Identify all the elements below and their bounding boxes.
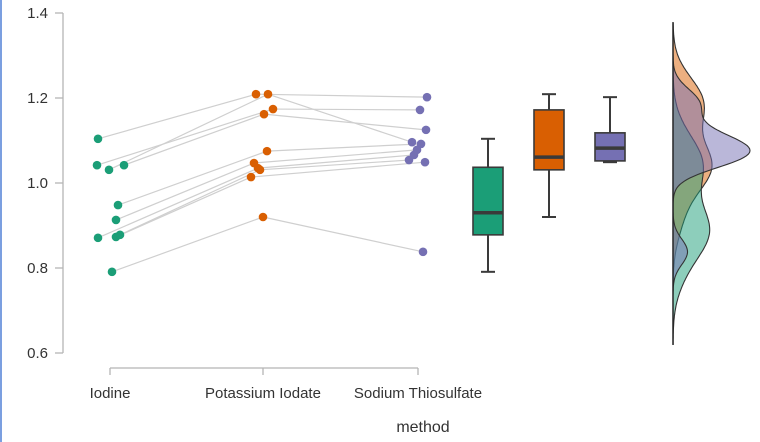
data-point [111, 215, 121, 225]
pair-line [262, 216, 424, 253]
density-layer [672, 22, 751, 346]
data-point [115, 230, 125, 240]
pair-line [111, 216, 264, 273]
pair-line [250, 161, 426, 178]
boxplot [594, 96, 626, 164]
y-tick-label: 1.0 [27, 175, 48, 192]
data-point [404, 155, 414, 165]
points-layer [92, 89, 432, 277]
pair-line [97, 93, 257, 140]
pair-line [267, 93, 413, 143]
pair-line [259, 159, 410, 171]
data-point [113, 200, 123, 210]
y-tick-label: 0.6 [27, 345, 48, 362]
data-point [246, 172, 256, 182]
x-tick-label: Sodium Thiosulfate [354, 385, 482, 402]
data-point [119, 160, 129, 170]
y-axis: 0.6 0.8 1.0 1.2 1.4 [27, 5, 64, 362]
y-tick-label: 1.2 [27, 90, 48, 107]
data-point [262, 146, 272, 156]
box [533, 109, 565, 171]
pair-line [119, 169, 261, 236]
box [472, 166, 504, 236]
x-tick-label: Potassium Iodate [205, 385, 321, 402]
window-left-border [0, 0, 2, 442]
y-tick-label: 1.4 [27, 5, 48, 22]
data-point [421, 125, 431, 135]
data-point [422, 92, 432, 102]
pair-line [117, 150, 268, 206]
data-point [104, 165, 114, 175]
y-tick-label: 0.8 [27, 260, 48, 277]
pair-line [115, 176, 252, 238]
pair-line [255, 93, 428, 98]
pair-line [263, 113, 427, 131]
pair-line [97, 167, 259, 239]
data-point [107, 267, 117, 277]
data-point [420, 157, 430, 167]
data-point [418, 247, 428, 257]
data-point [259, 109, 269, 119]
boxplot [472, 137, 504, 273]
data-point [268, 104, 278, 114]
pair-line [266, 143, 422, 152]
boxplot [533, 93, 565, 218]
data-point [407, 137, 417, 147]
data-point [415, 105, 425, 115]
pair-line [257, 154, 415, 169]
x-tick-label: Iodine [90, 385, 131, 402]
data-point [92, 160, 102, 170]
pair-line [253, 149, 418, 164]
x-axis: Iodine Potassium Iodate Sodium Thiosulfate [90, 367, 482, 402]
data-point [93, 233, 103, 243]
pair-line [115, 162, 255, 221]
data-point [251, 89, 261, 99]
paired-lines [96, 93, 428, 273]
pair-line [108, 93, 269, 171]
data-point [263, 89, 273, 99]
pair-line [96, 108, 274, 166]
data-point [258, 212, 268, 222]
boxplots [472, 93, 626, 273]
x-axis-title: method [396, 419, 449, 436]
data-point [93, 134, 103, 144]
data-point [255, 165, 265, 175]
pair-line [272, 108, 421, 111]
pair-line [123, 113, 265, 166]
